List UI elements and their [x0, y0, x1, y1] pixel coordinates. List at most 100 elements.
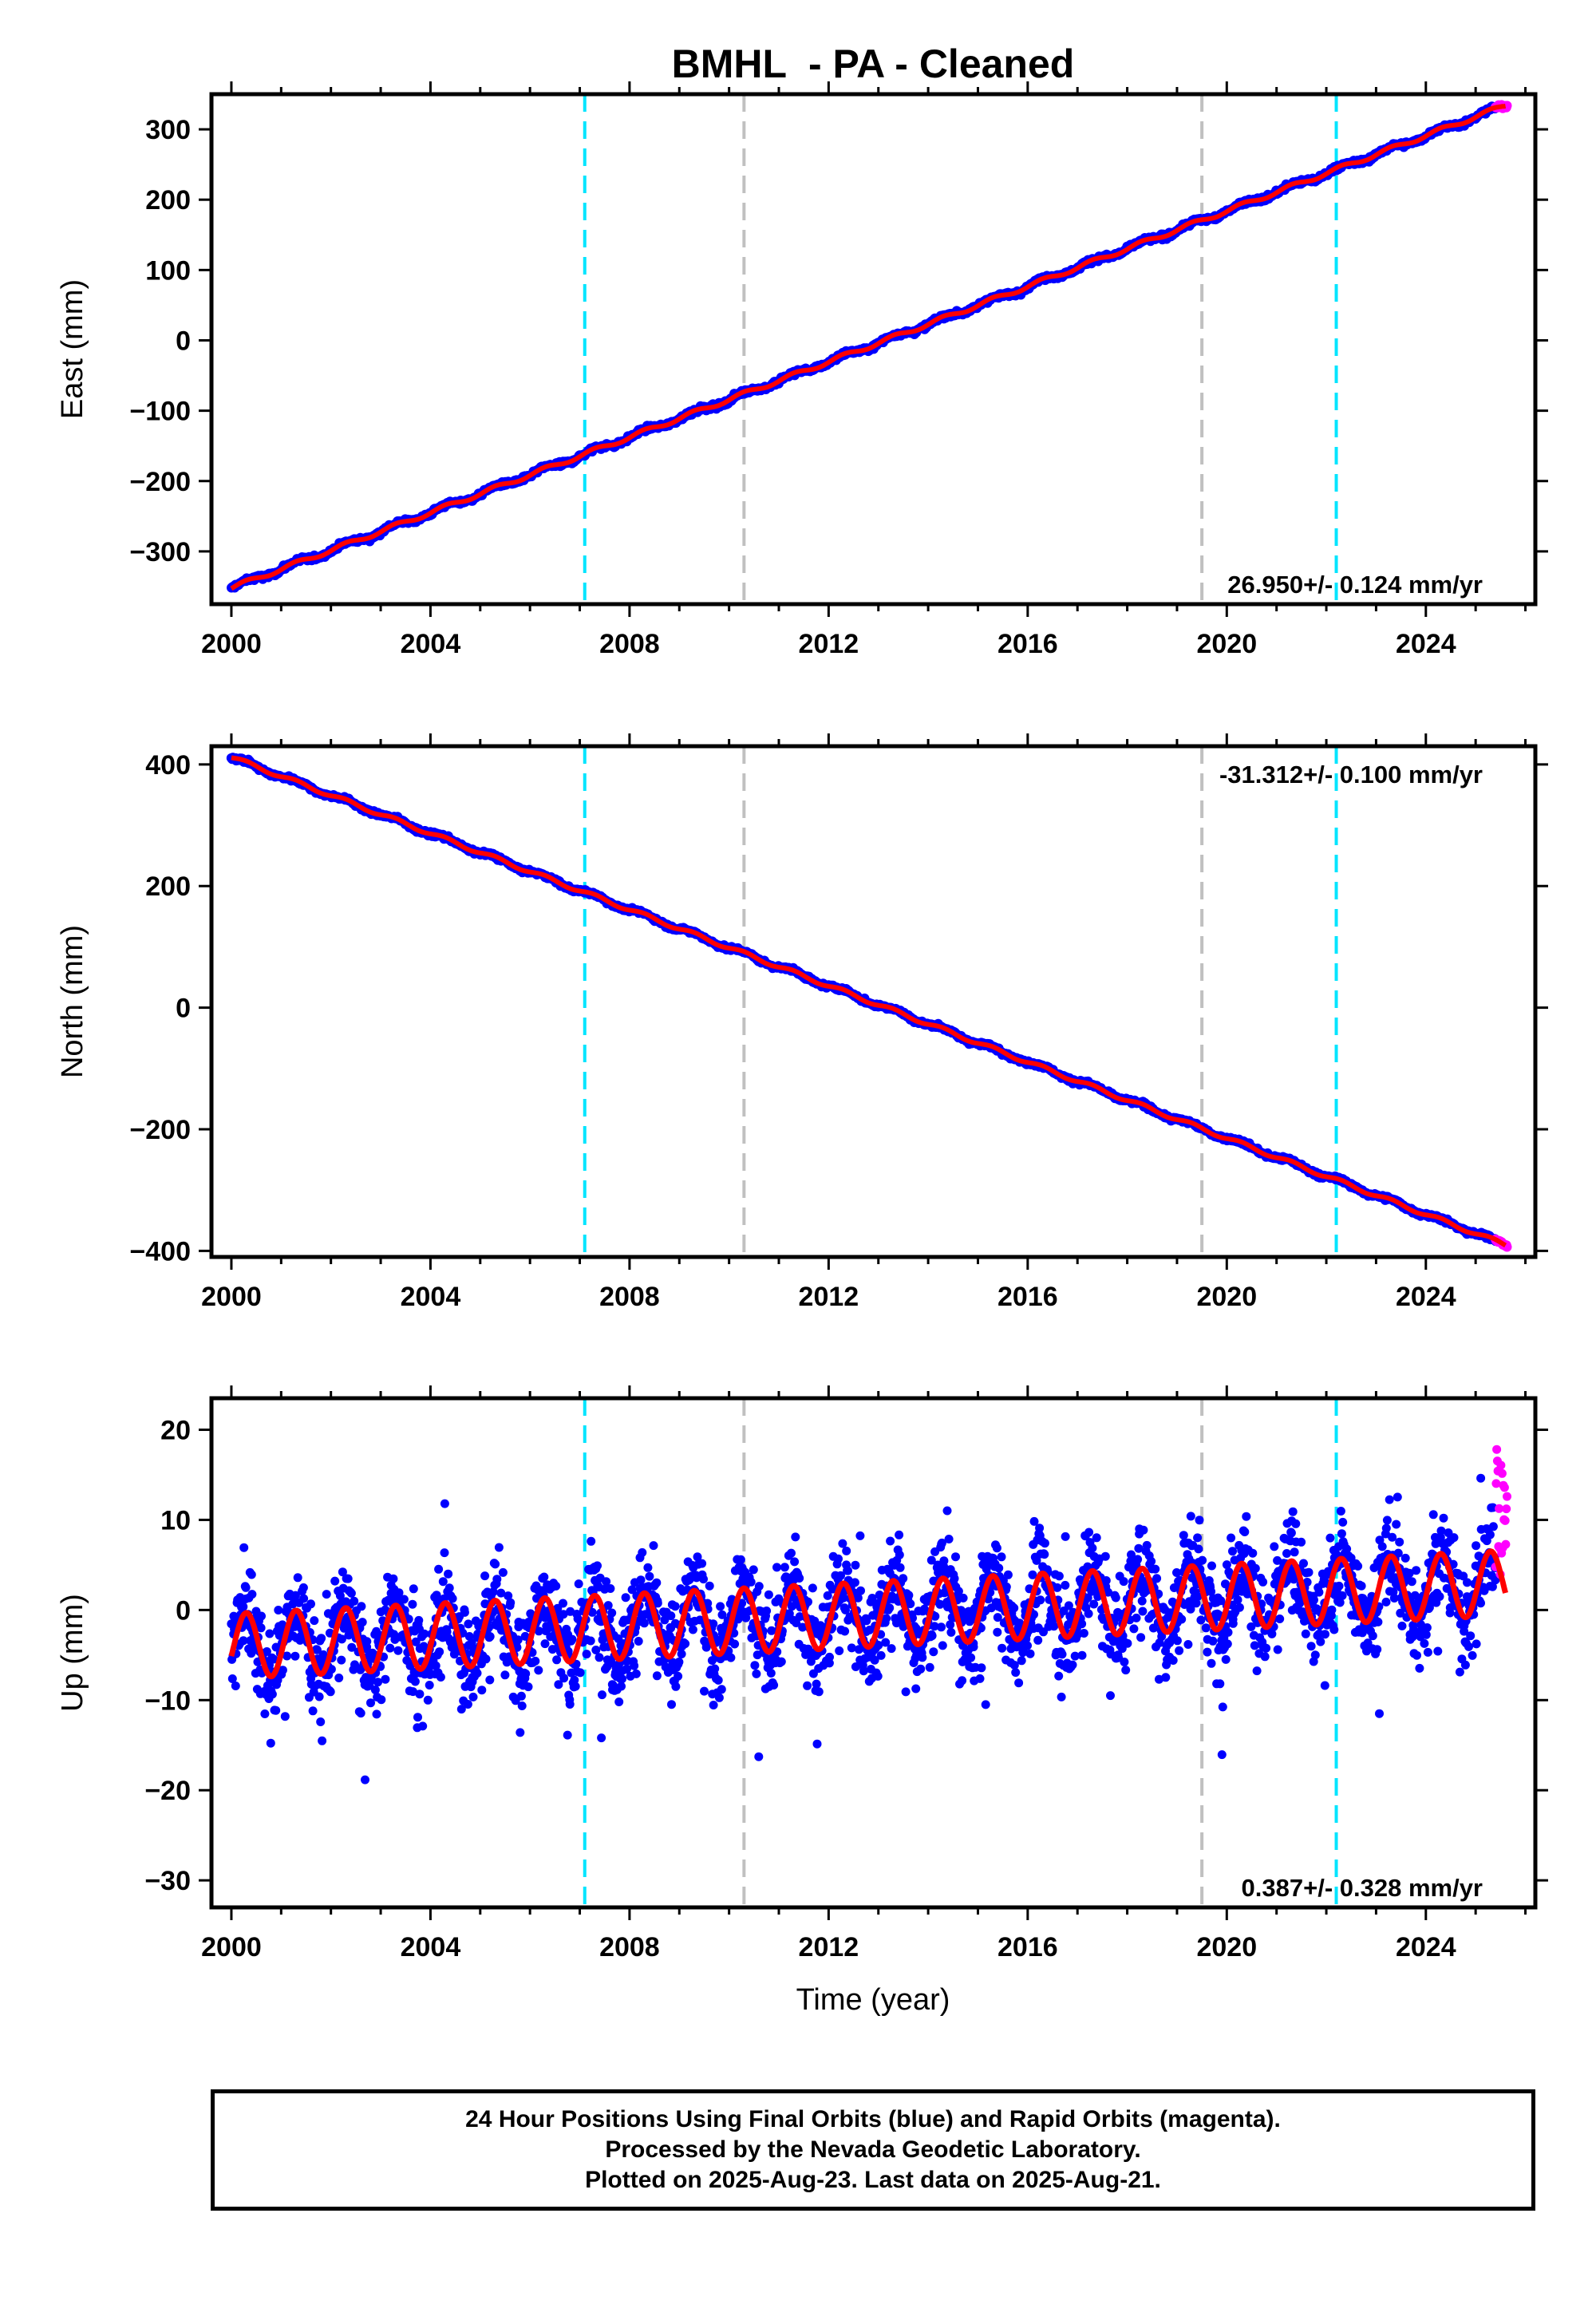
- final-orbit-point: [709, 1701, 718, 1709]
- final-orbit-point: [944, 1535, 954, 1543]
- final-orbit-point: [1035, 1524, 1045, 1533]
- y-tick-label: 200: [145, 871, 191, 902]
- final-orbit-point: [700, 1686, 709, 1696]
- final-orbit-point: [444, 1583, 454, 1593]
- final-orbit-point: [750, 1661, 760, 1670]
- final-orbit-point: [895, 1563, 905, 1572]
- final-orbit-point: [901, 1687, 911, 1697]
- final-orbit-point: [754, 1752, 764, 1761]
- final-orbit-point: [472, 1669, 482, 1678]
- final-orbit-point: [1033, 1635, 1043, 1645]
- y-tick-label: 100: [145, 255, 191, 286]
- final-orbit-point: [308, 1706, 318, 1716]
- x-tick-label: 2000: [201, 629, 262, 659]
- final-orbit-point: [440, 1499, 449, 1508]
- final-orbit-point: [636, 1575, 646, 1585]
- final-orbit-point: [746, 1577, 756, 1587]
- final-orbit-point: [634, 1637, 643, 1646]
- final-orbit-point: [835, 1646, 844, 1655]
- final-orbit-point: [1054, 1671, 1064, 1681]
- final-orbit-point: [563, 1730, 572, 1740]
- x-tick-label: 2008: [599, 629, 660, 659]
- final-orbit-point: [1077, 1619, 1087, 1629]
- final-orbit-point: [540, 1639, 550, 1649]
- y-tick-label: −200: [129, 467, 191, 497]
- final-orbit-point: [306, 1599, 315, 1609]
- final-orbit-point: [372, 1709, 381, 1719]
- final-orbit-point: [448, 1594, 457, 1603]
- velocity-rate-label-east: 26.950+/- 0.124 mm/yr: [1227, 571, 1483, 599]
- final-orbit-point: [463, 1700, 472, 1709]
- final-orbit-point: [350, 1596, 359, 1606]
- final-orbit-point: [895, 1550, 904, 1559]
- data-points-up: [227, 1445, 1511, 1784]
- final-orbit-point: [677, 1650, 686, 1658]
- x-tick-label: 2024: [1396, 1282, 1456, 1312]
- final-orbit-point: [997, 1552, 1006, 1562]
- final-orbit-point: [614, 1697, 624, 1706]
- final-orbit-point: [886, 1536, 895, 1546]
- final-orbit-point: [754, 1582, 764, 1591]
- final-orbit-point: [595, 1653, 604, 1662]
- final-orbit-point: [618, 1674, 626, 1684]
- final-orbit-point: [415, 1690, 425, 1699]
- final-orbit-point: [899, 1574, 908, 1583]
- final-orbit-point: [423, 1695, 433, 1705]
- final-orbit-point: [950, 1574, 959, 1583]
- final-orbit-point: [674, 1658, 684, 1666]
- final-orbit-point: [464, 1619, 473, 1629]
- final-orbit-point: [343, 1574, 353, 1583]
- final-orbit-point: [247, 1590, 257, 1599]
- x-tick-label: 2004: [401, 1282, 461, 1312]
- final-orbit-point: [274, 1606, 283, 1614]
- final-orbit-point: [643, 1563, 653, 1572]
- final-orbit-point: [257, 1611, 266, 1621]
- final-orbit-point: [534, 1666, 543, 1675]
- x-tick-label: 2012: [799, 1282, 859, 1312]
- x-tick-label: 2016: [998, 629, 1058, 659]
- x-tick-label: 2008: [599, 1282, 660, 1312]
- final-orbit-point: [885, 1603, 895, 1613]
- final-orbit-point: [736, 1555, 745, 1564]
- final-orbit-point: [460, 1607, 469, 1617]
- final-orbit-point: [1025, 1649, 1035, 1658]
- final-orbit-point: [652, 1578, 662, 1587]
- final-orbit-point: [726, 1653, 736, 1662]
- final-orbit-point: [652, 1671, 662, 1681]
- final-orbit-point: [1011, 1668, 1021, 1678]
- final-orbit-point: [825, 1652, 834, 1662]
- final-orbit-point: [717, 1685, 726, 1694]
- final-orbit-point: [485, 1632, 495, 1642]
- final-orbit-point: [843, 1566, 852, 1575]
- final-orbit-point: [381, 1674, 390, 1684]
- final-orbit-point: [481, 1654, 491, 1664]
- final-orbit-point: [764, 1590, 773, 1599]
- final-orbit-point: [260, 1709, 270, 1718]
- final-orbit-point: [730, 1639, 740, 1649]
- final-orbit-point: [834, 1554, 843, 1563]
- final-orbit-point: [814, 1687, 824, 1697]
- final-orbit-point: [290, 1651, 300, 1661]
- final-orbit-point: [491, 1559, 500, 1569]
- y-tick-label: 0: [176, 326, 191, 356]
- final-orbit-point: [271, 1705, 281, 1715]
- final-orbit-point: [559, 1599, 567, 1608]
- final-orbit-point: [586, 1636, 595, 1646]
- final-orbit-point: [850, 1578, 859, 1587]
- final-orbit-point: [444, 1569, 453, 1579]
- final-orbit-point: [752, 1669, 761, 1678]
- final-orbit-point: [929, 1647, 938, 1657]
- final-orbit-point: [946, 1627, 956, 1637]
- x-tick-label: 2020: [1196, 1282, 1257, 1312]
- final-orbit-point: [638, 1547, 647, 1557]
- final-orbit-point: [1079, 1629, 1088, 1638]
- final-orbit-point: [937, 1622, 946, 1632]
- final-orbit-point: [851, 1560, 860, 1570]
- final-orbit-point: [705, 1581, 714, 1591]
- plot-frame-east: [209, 92, 1538, 607]
- x-tick-label: 2000: [201, 1282, 262, 1312]
- final-orbit-point: [993, 1627, 1002, 1637]
- final-orbit-point: [1061, 1531, 1070, 1541]
- final-orbit-point: [539, 1572, 549, 1582]
